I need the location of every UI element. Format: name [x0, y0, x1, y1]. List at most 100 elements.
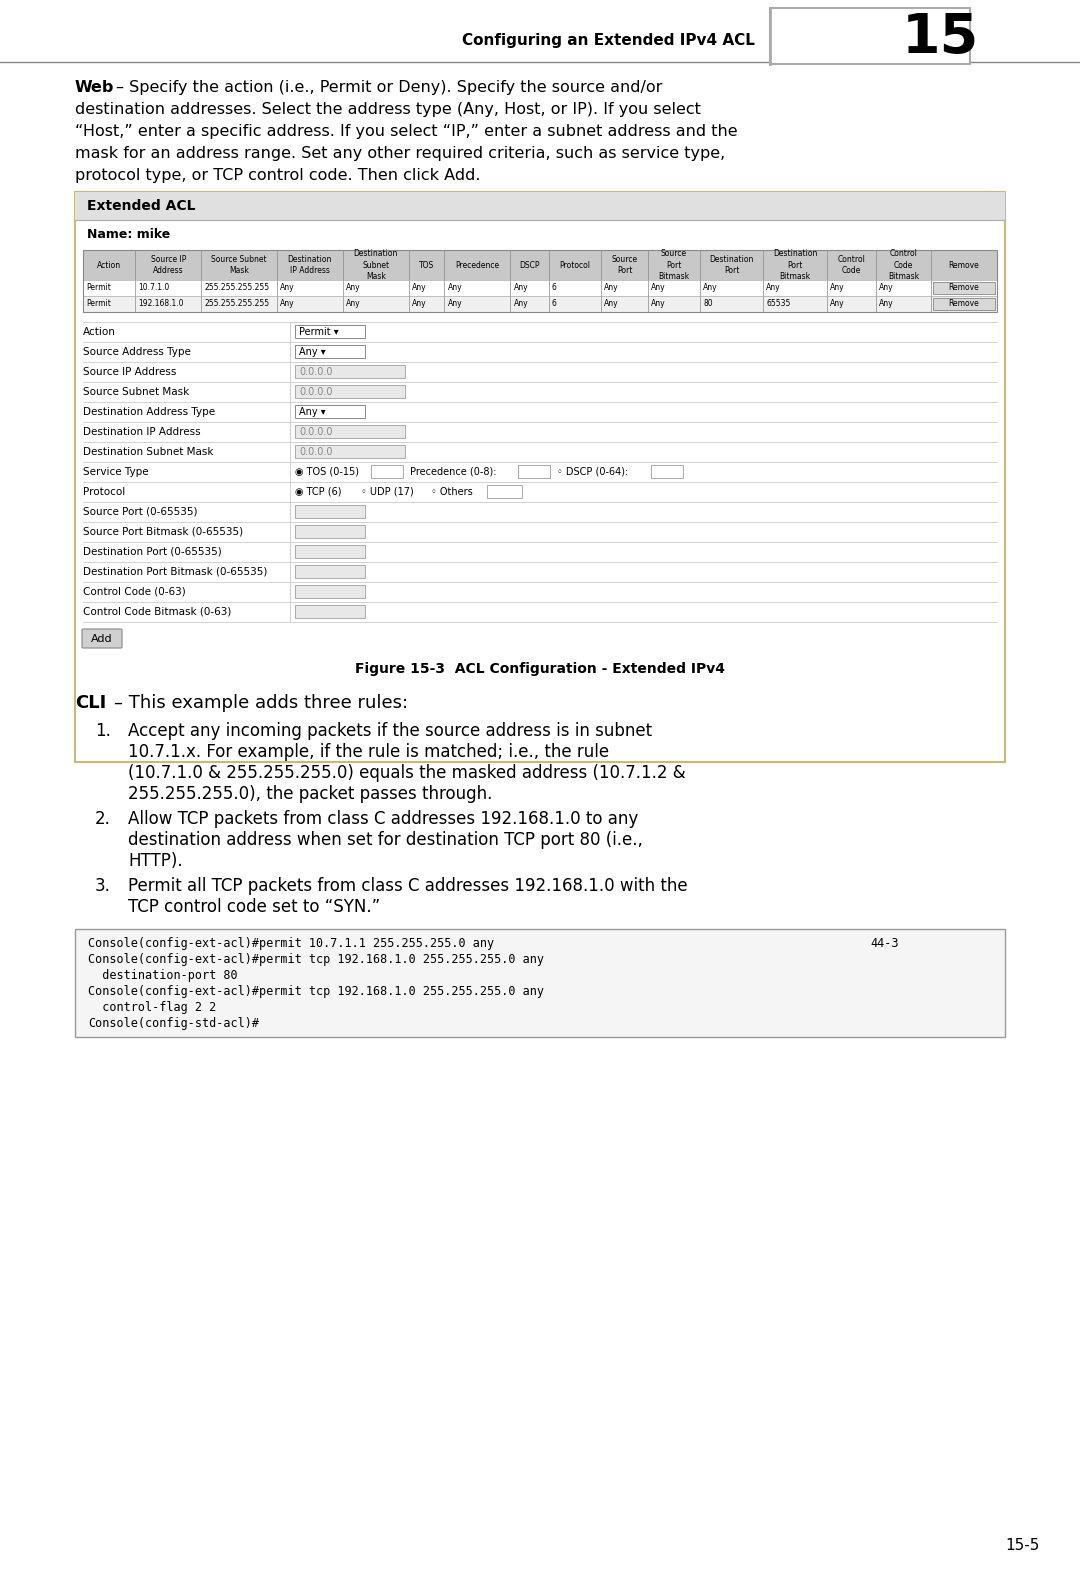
Text: ◉ TOS (0-15): ◉ TOS (0-15) [295, 466, 359, 477]
Text: Permit ▾: Permit ▾ [299, 327, 339, 338]
Bar [445, 297, 511, 312]
Bar [511, 297, 549, 312]
Bar [83, 521, 997, 542]
Text: Any: Any [411, 284, 427, 292]
Text: 255.255.255.255: 255.255.255.255 [204, 300, 269, 308]
Bar [933, 283, 995, 294]
Bar [295, 545, 365, 557]
Bar [826, 297, 876, 312]
Bar [83, 363, 997, 382]
Text: Any: Any [767, 284, 781, 292]
Text: Destination
Port: Destination Port [710, 254, 754, 275]
FancyBboxPatch shape [82, 630, 122, 648]
Text: 0.0.0.0: 0.0.0.0 [299, 447, 333, 457]
Text: destination-port 80: destination-port 80 [87, 969, 238, 981]
Text: ◦ DSCP (0-64):: ◦ DSCP (0-64): [557, 466, 629, 477]
Bar [83, 342, 997, 363]
Text: ◉ TCP (6): ◉ TCP (6) [295, 487, 341, 498]
Text: Any ▾: Any ▾ [299, 407, 326, 418]
Text: Destination Address Type: Destination Address Type [83, 407, 215, 418]
Text: 6: 6 [552, 300, 557, 308]
Bar [83, 279, 135, 297]
Bar [75, 192, 1005, 220]
Text: Any: Any [879, 300, 893, 308]
Text: Destination
Port
Bitmask: Destination Port Bitmask [773, 250, 818, 281]
Bar [764, 279, 826, 297]
Text: 6: 6 [552, 284, 557, 292]
Text: 15: 15 [902, 11, 978, 64]
Bar [83, 382, 997, 402]
Text: – Specify the action (i.e., Permit or Deny). Specify the source and/or: – Specify the action (i.e., Permit or De… [116, 80, 662, 96]
Bar [83, 250, 997, 312]
Bar [83, 502, 997, 521]
Text: Action: Action [83, 327, 116, 338]
Text: Any: Any [651, 284, 665, 292]
Text: Action: Action [97, 261, 121, 270]
Bar [408, 297, 445, 312]
Text: Console(config-std-acl)#: Console(config-std-acl)# [87, 1017, 259, 1030]
Text: Source
Port: Source Port [611, 254, 637, 275]
Bar [518, 465, 550, 477]
Text: Extended ACL: Extended ACL [87, 199, 195, 214]
Text: 1.: 1. [95, 722, 111, 739]
Text: Destination Port Bitmask (0-65535): Destination Port Bitmask (0-65535) [83, 567, 268, 578]
Text: 15-5: 15-5 [1005, 1537, 1039, 1553]
Text: Remove: Remove [948, 300, 980, 308]
Bar [83, 443, 997, 462]
Bar [295, 325, 365, 338]
Bar [651, 465, 683, 477]
Text: control-flag 2 2: control-flag 2 2 [87, 1002, 216, 1014]
Text: Console(config-ext-acl)#permit tcp 192.168.1.0 255.255.255.0 any: Console(config-ext-acl)#permit tcp 192.1… [87, 984, 544, 999]
Text: Any: Any [447, 284, 462, 292]
Bar [295, 385, 405, 399]
Text: TOS: TOS [419, 261, 434, 270]
Text: Source Address Type: Source Address Type [83, 347, 191, 356]
Bar [770, 8, 970, 64]
Text: 80: 80 [703, 300, 713, 308]
Bar [342, 297, 408, 312]
Text: Source Port (0-65535): Source Port (0-65535) [83, 507, 198, 517]
Text: 192.168.1.0: 192.168.1.0 [138, 300, 184, 308]
Bar [826, 279, 876, 297]
Text: “Host,” enter a specific address. If you select “IP,” enter a subnet address and: “Host,” enter a specific address. If you… [75, 124, 738, 140]
Text: ◦ Others: ◦ Others [431, 487, 473, 498]
Bar [511, 279, 549, 297]
Text: Any: Any [604, 284, 619, 292]
Text: Any: Any [346, 284, 361, 292]
Text: Configuring an Extended IPv4 ACL: Configuring an Extended IPv4 ACL [462, 33, 755, 47]
Text: Destination Subnet Mask: Destination Subnet Mask [83, 447, 214, 457]
Bar [876, 279, 931, 297]
Text: 65535: 65535 [767, 300, 791, 308]
Bar [931, 279, 997, 297]
Text: (10.7.1.0 & 255.255.255.0) equals the masked address (10.7.1.2 &: (10.7.1.0 & 255.255.255.0) equals the ma… [129, 765, 686, 782]
Bar [764, 297, 826, 312]
Text: 255.255.255.0), the packet passes through.: 255.255.255.0), the packet passes throug… [129, 785, 492, 802]
Bar [83, 297, 135, 312]
Text: Any: Any [346, 300, 361, 308]
Text: Control Code (0-63): Control Code (0-63) [83, 587, 186, 597]
Bar [201, 297, 276, 312]
Text: 2.: 2. [95, 810, 111, 827]
Text: 10.7.1.x. For example, if the rule is matched; i.e., the rule: 10.7.1.x. For example, if the rule is ma… [129, 743, 609, 761]
Bar [295, 345, 365, 358]
Text: Source Subnet
Mask: Source Subnet Mask [212, 254, 267, 275]
Text: Console(config-ext-acl)#permit 10.7.1.1 255.255.255.0 any: Console(config-ext-acl)#permit 10.7.1.1 … [87, 937, 495, 950]
Text: Destination
Subnet
Mask: Destination Subnet Mask [353, 250, 397, 281]
Bar [295, 565, 365, 578]
Bar [75, 929, 1005, 1038]
Text: Any: Any [513, 300, 528, 308]
Bar [201, 279, 276, 297]
Text: ◦ UDP (17): ◦ UDP (17) [361, 487, 414, 498]
Text: Accept any incoming packets if the source address is in subnet: Accept any incoming packets if the sourc… [129, 722, 652, 739]
Bar [549, 297, 602, 312]
Bar [83, 462, 997, 482]
Bar [408, 279, 445, 297]
Text: Remove: Remove [948, 284, 980, 292]
Bar [445, 279, 511, 297]
Bar [648, 279, 700, 297]
Text: Permit all TCP packets from class C addresses 192.168.1.0 with the: Permit all TCP packets from class C addr… [129, 878, 688, 895]
Bar [295, 586, 365, 598]
Bar [75, 192, 1005, 761]
Text: destination addresses. Select the address type (Any, Host, or IP). If you select: destination addresses. Select the addres… [75, 102, 701, 118]
Text: Permit: Permit [86, 284, 111, 292]
